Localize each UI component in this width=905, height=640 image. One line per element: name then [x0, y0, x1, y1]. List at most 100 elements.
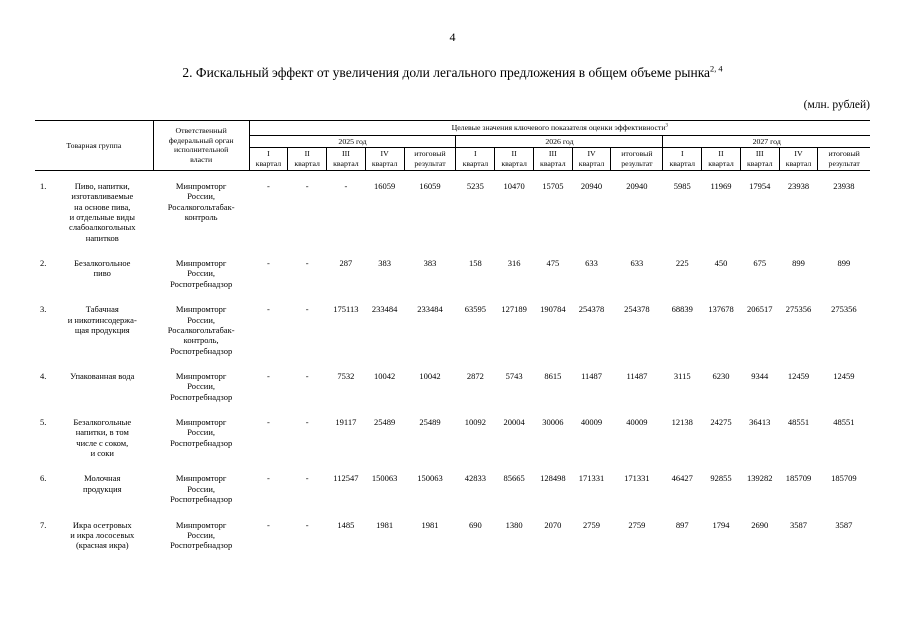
quarter-header: IV квартал — [778, 147, 819, 171]
quarter-header: IV квартал — [571, 147, 612, 171]
quarter-value-cell: 11487 — [581, 370, 603, 381]
table-row: 2. Безалкогольное пиво Минпромторг России,… — [35, 248, 870, 294]
quarter-value-cell: 150063 — [371, 473, 398, 484]
total-result-header: итоговый результат — [610, 147, 664, 171]
quarter-header: I квартал — [455, 147, 496, 171]
quarter-value-cell: - — [305, 304, 309, 315]
quarter-value-cell: - — [305, 519, 309, 530]
quarter-value-cell: 85665 — [503, 473, 525, 484]
total-value-cell: 12459 — [833, 370, 855, 381]
quarter-header: I квартал — [662, 147, 703, 171]
total-value-cell: 3587 — [835, 519, 853, 530]
product-group-cell: Безалкогольные напитки, в том числе с со… — [73, 417, 132, 459]
quarter-header: I квартал — [248, 147, 289, 171]
total-result-header: итоговый результат — [817, 147, 871, 171]
authority-cell: Минпромторг России, Росалкогольтабак- ко… — [167, 180, 235, 223]
quarter-value-cell: 233484 — [371, 304, 398, 315]
quarter-value-cell: 20004 — [503, 417, 525, 428]
header-row-top: Товарная группа Ответственный федеральны… — [34, 120, 871, 171]
quarter-value-cell: 63595 — [464, 304, 486, 315]
targets-header-text: Целевые значения ключевого показателя оц… — [451, 123, 666, 132]
quarter-value-cell: 3115 — [673, 370, 691, 381]
quarter-value-cell: 2690 — [751, 519, 769, 530]
targets-footnote-marker: 3 — [665, 123, 668, 129]
quarter-value-cell: 450 — [714, 258, 728, 269]
quarter-value-cell: 675 — [753, 258, 767, 269]
quarter-value-cell: 48551 — [787, 417, 810, 428]
quarter-value-cell: 1981 — [376, 519, 394, 530]
total-value-cell: 899 — [837, 258, 851, 269]
quarter-value-cell: - — [267, 519, 270, 530]
quarter-value-cell: 40009 — [580, 417, 603, 428]
quarter-value-cell: 185709 — [785, 473, 812, 484]
total-value-cell: 11487 — [626, 370, 648, 381]
quarter-value-cell: 10092 — [464, 417, 486, 428]
quarter-value-cell: 9344 — [751, 370, 769, 381]
quarter-value-cell: - — [305, 417, 309, 428]
table-header: Товарная группа Ответственный федеральны… — [34, 120, 871, 171]
quarter-value-cell: 8615 — [544, 370, 562, 381]
quarter-value-cell: 23938 — [787, 180, 810, 191]
quarter-value-cell: - — [305, 473, 309, 484]
col-header-authority: Ответственный федеральный орган исполнит… — [152, 120, 250, 171]
quarter-value-cell: 24275 — [710, 417, 732, 428]
quarter-value-cell: 899 — [792, 258, 805, 269]
quarter-value-cell: 316 — [507, 258, 521, 269]
quarter-header: II квартал — [287, 147, 328, 171]
total-value-cell: 23938 — [833, 180, 855, 191]
quarter-value-cell: 633 — [585, 258, 598, 269]
total-value-cell: 20940 — [626, 180, 648, 191]
table-row: 7. Икра осетровых и икра лососевых (красн… — [35, 510, 870, 556]
quarter-value-cell: 5985 — [673, 180, 691, 191]
row-number: 3. — [39, 304, 47, 315]
fiscal-effect-table: Товарная группа Ответственный федеральны… — [34, 120, 871, 556]
quarter-value-cell: 10470 — [503, 180, 525, 191]
authority-cell: Минпромторг России, Роспотребнадзор — [170, 519, 233, 551]
authority-cell: Минпромторг России, Росалкогольтабак- ко… — [167, 304, 235, 356]
title-footnote-marker: 2, 4 — [710, 64, 723, 74]
total-value-cell: 275356 — [831, 304, 857, 315]
authority-cell: Минпромторг России, Роспотребнадзор — [170, 417, 233, 448]
quarter-header: III квартал — [532, 147, 573, 171]
year-header: 2027 год — [662, 134, 871, 149]
table-row: 6. Молочная продукция Минпромторг России, … — [35, 463, 870, 509]
quarter-value-cell: 1794 — [712, 519, 730, 530]
table-body: 1. Пиво, напитки, изготавливаемые на осно… — [35, 170, 870, 555]
quarter-value-cell: 20940 — [580, 180, 603, 191]
document-title-text: 2. Фискальный эффект от увеличения доли … — [182, 65, 711, 80]
quarter-value-cell: 5743 — [505, 370, 523, 381]
quarter-value-cell: - — [267, 304, 270, 315]
quarter-value-cell: - — [305, 180, 309, 191]
quarter-value-cell: 190784 — [540, 304, 566, 315]
row-number: 5. — [39, 417, 47, 428]
quarter-value-cell: 275356 — [785, 304, 812, 315]
total-result-header: итоговый результат — [403, 147, 457, 171]
table-row: 3. Табачная и никотинсодержа- щая продукц… — [35, 294, 870, 361]
product-group-cell: Табачная и никотинсодержа- щая продукция — [67, 304, 137, 335]
quarter-value-cell: 6230 — [712, 370, 730, 381]
quarter-header: IV квартал — [364, 147, 405, 171]
total-value-cell: 633 — [630, 258, 644, 269]
product-group-cell: Упакованная вода — [70, 370, 135, 381]
quarter-value-cell: - — [267, 473, 270, 484]
authority-cell: Минпромторг России, Роспотребнадзор — [170, 370, 233, 402]
quarter-value-cell: 36413 — [749, 417, 771, 428]
total-value-cell: 1981 — [421, 519, 439, 530]
row-number: 1. — [39, 180, 47, 191]
page-number: 4 — [449, 30, 456, 44]
quarter-value-cell: 5235 — [466, 180, 484, 191]
quarter-value-cell: 15705 — [542, 180, 564, 191]
col-header-product: Товарная группа — [34, 120, 154, 171]
total-value-cell: 10042 — [419, 370, 441, 381]
authority-cell: Минпромторг России, Роспотребнадзор — [170, 473, 233, 505]
authority-cell: Минпромторг России, Роспотребнадзор — [170, 258, 233, 289]
quarter-header-row: I квартал II квартал III квартал IV квартал… — [35, 147, 871, 171]
total-value-cell: 40009 — [626, 417, 648, 428]
quarter-value-cell: - — [267, 258, 270, 269]
quarter-header: III квартал — [326, 147, 366, 171]
total-value-cell: 25489 — [419, 417, 441, 428]
quarter-value-cell: 475 — [546, 258, 560, 269]
quarter-value-cell: 17954 — [749, 180, 771, 191]
quarter-value-cell: 383 — [378, 258, 391, 269]
